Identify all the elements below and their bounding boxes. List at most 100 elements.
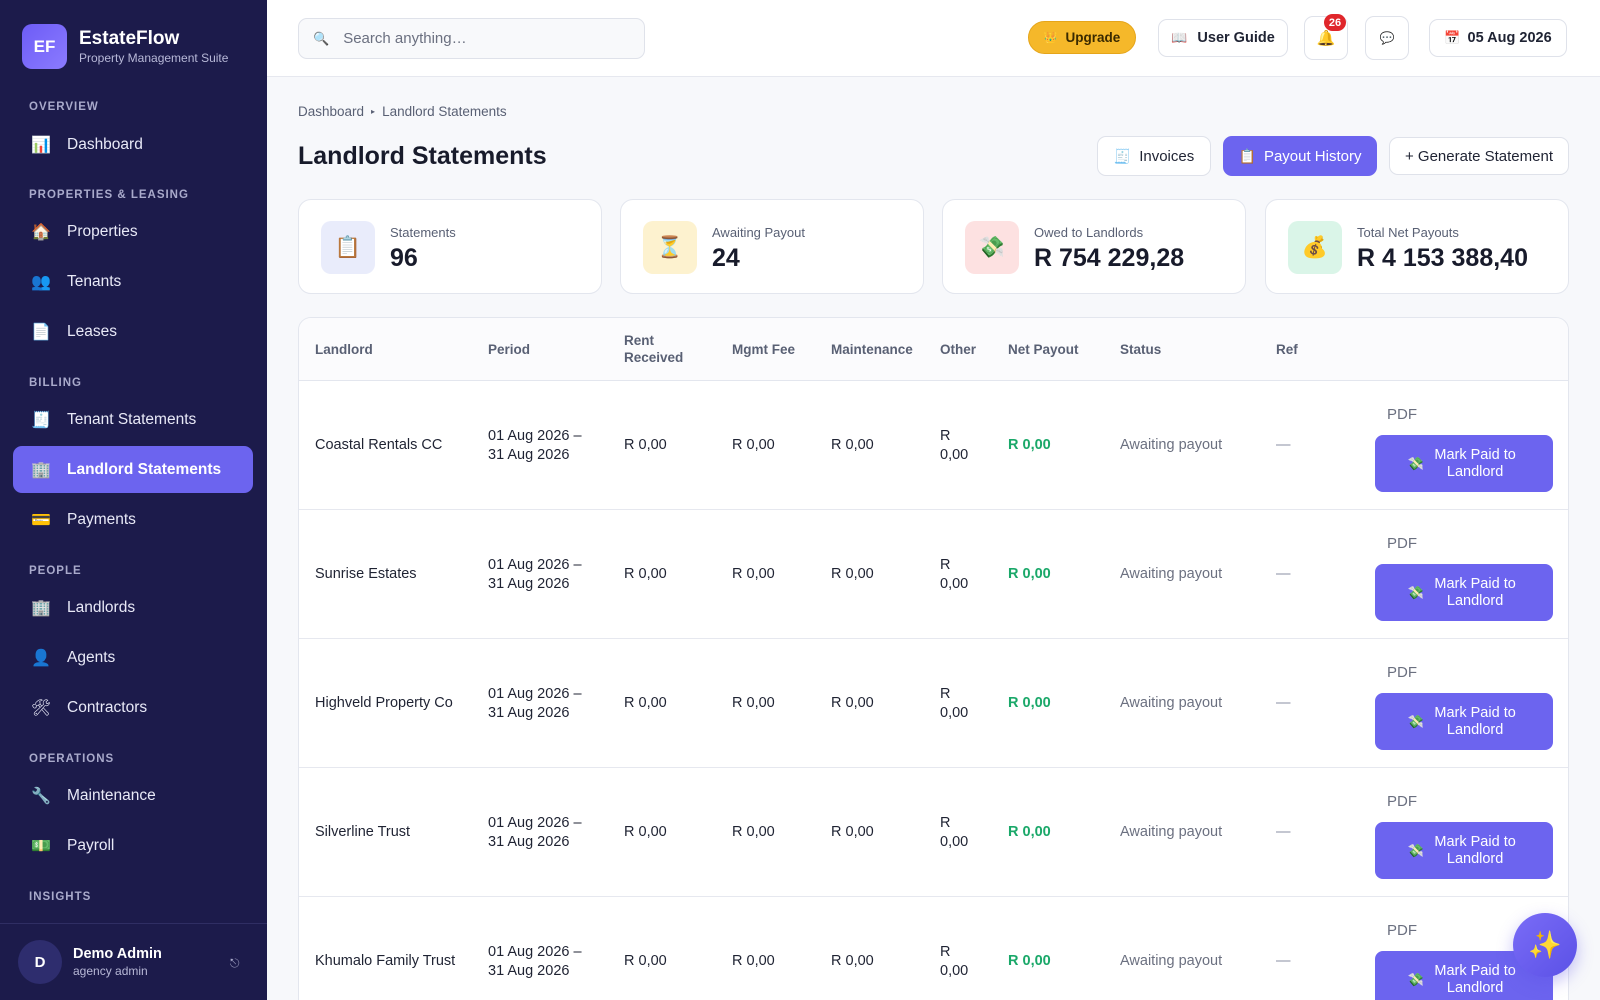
mark-paid-button[interactable]: 💸 Mark Paid to Landlord bbox=[1375, 693, 1553, 750]
sidebar: EF EstateFlow Property Management Suite … bbox=[0, 0, 267, 1000]
cell-other: R 0,00 bbox=[940, 685, 968, 723]
column-header-landlord[interactable]: Landlord bbox=[315, 342, 373, 357]
cell-landlord: Sunrise Estates bbox=[315, 566, 417, 582]
cell-mgmt-fee: R 0,00 bbox=[732, 953, 775, 969]
generate-statement-button[interactable]: + Generate Statement bbox=[1389, 137, 1569, 175]
breadcrumb-home[interactable]: Dashboard bbox=[298, 104, 365, 119]
sidebar-item-label: Landlord Statements bbox=[67, 460, 222, 478]
money-wings-icon: 💸 bbox=[1407, 843, 1425, 858]
sidebar-item-payments[interactable]: 💳 Payments bbox=[13, 496, 253, 543]
stat-value: 96 bbox=[390, 244, 418, 272]
sidebar-item-agents[interactable]: 👤 Agents bbox=[13, 634, 253, 681]
column-header-other[interactable]: Other bbox=[940, 342, 977, 357]
cell-period: 01 Aug 2026 – 31 Aug 2026 bbox=[488, 556, 582, 594]
invoices-button[interactable]: 🧾 Invoices bbox=[1097, 136, 1211, 176]
cash-icon: 💵 bbox=[31, 837, 51, 855]
sidebar-item-leases[interactable]: 📄 Leases bbox=[13, 308, 253, 355]
sidebar-item-dashboard[interactable]: 📊 Dashboard bbox=[13, 121, 253, 168]
clipboard-icon: 📋 bbox=[321, 221, 375, 274]
mark-paid-button[interactable]: 💸 Mark Paid to Landlord bbox=[1375, 564, 1553, 621]
other-currency: R bbox=[940, 428, 951, 444]
payout-history-button[interactable]: 📋 Payout History bbox=[1223, 136, 1377, 176]
cell-period: 01 Aug 2026 – 31 Aug 2026 bbox=[488, 814, 582, 852]
sidebar-item-tenants[interactable]: 👥 Tenants bbox=[13, 258, 253, 305]
column-header-status[interactable]: Status bbox=[1120, 342, 1162, 357]
brand-name: EstateFlow bbox=[79, 27, 180, 49]
mark-paid-label: Mark Paid to Landlord bbox=[1434, 704, 1516, 738]
sidebar-item-properties[interactable]: 🏠 Properties bbox=[13, 208, 253, 255]
period-end: 31 Aug 2026 bbox=[488, 576, 570, 592]
sidebar-item-maintenance[interactable]: 🔧 Maintenance bbox=[13, 772, 253, 819]
period-end: 31 Aug 2026 bbox=[488, 705, 570, 721]
brand-subtitle: Property Management Suite bbox=[79, 50, 229, 65]
sidebar-item-tenant-statements[interactable]: 🧾 Tenant Statements bbox=[13, 396, 253, 443]
upgrade-button[interactable]: 👑 Upgrade bbox=[1028, 21, 1136, 54]
user-guide-label: User Guide bbox=[1197, 30, 1275, 46]
cell-rent-received: R 0,00 bbox=[624, 437, 667, 453]
column-header-ref[interactable]: Ref bbox=[1276, 342, 1298, 357]
cell-status: Awaiting payout bbox=[1120, 437, 1223, 453]
notifications-button[interactable]: 🔔 26 bbox=[1304, 14, 1348, 60]
cell-maintenance: R 0,00 bbox=[831, 566, 874, 582]
pdf-link[interactable]: PDF bbox=[1387, 406, 1417, 423]
stat-card-total-net-payouts: 💰 Total Net Payouts R 4 153 388,40 bbox=[1265, 199, 1569, 294]
mark-paid-label: Mark Paid to Landlord bbox=[1434, 575, 1516, 609]
other-currency: R bbox=[940, 557, 951, 573]
stat-card-statements: 📋 Statements 96 bbox=[298, 199, 602, 294]
sidebar-item-contractors[interactable]: 🛠 Contractors bbox=[13, 684, 253, 731]
logout-icon[interactable]: ⎋ bbox=[230, 956, 240, 970]
pdf-link[interactable]: PDF bbox=[1387, 535, 1417, 552]
cell-other: R 0,00 bbox=[940, 427, 968, 465]
user-guide-button[interactable]: 📖 User Guide bbox=[1158, 19, 1288, 57]
cell-mgmt-fee: R 0,00 bbox=[732, 437, 775, 453]
column-header-period[interactable]: Period bbox=[488, 342, 531, 357]
receipt-icon: 🧾 bbox=[31, 411, 51, 429]
column-header-mgmt-fee[interactable]: Mgmt Fee bbox=[732, 342, 796, 357]
stat-card-owed-to-landlords: 💸 Owed to Landlords R 754 229,28 bbox=[942, 199, 1246, 294]
pdf-link[interactable]: PDF bbox=[1387, 664, 1417, 681]
pdf-link[interactable]: PDF bbox=[1387, 793, 1417, 810]
sidebar-item-landlords[interactable]: 🏢 Landlords bbox=[13, 584, 253, 631]
period-start: 01 Aug 2026 – bbox=[488, 944, 582, 960]
search-input[interactable] bbox=[343, 30, 634, 47]
brand[interactable]: EF EstateFlow Property Management Suite bbox=[22, 24, 228, 69]
cell-net-payout: R 0,00 bbox=[1008, 953, 1051, 969]
period-start: 01 Aug 2026 – bbox=[488, 428, 582, 444]
table-row: Coastal Rentals CC 01 Aug 2026 – 31 Aug 2… bbox=[299, 381, 1568, 510]
column-header-maintenance[interactable]: Maintenance bbox=[831, 342, 913, 357]
messages-button[interactable]: 💬 bbox=[1365, 16, 1409, 60]
cell-maintenance: R 0,00 bbox=[831, 695, 874, 711]
mark-paid-button[interactable]: 💸 Mark Paid to Landlord bbox=[1375, 435, 1553, 492]
pdf-link[interactable]: PDF bbox=[1387, 922, 1417, 939]
page-title: Landlord Statements bbox=[298, 142, 547, 170]
mark-paid-button[interactable]: 💸 Mark Paid to Landlord bbox=[1375, 822, 1553, 879]
sidebar-item-label: Leases bbox=[67, 322, 117, 340]
stat-label: Total Net Payouts bbox=[1357, 225, 1459, 240]
person-icon: 👤 bbox=[31, 649, 51, 667]
cell-landlord: Silverline Trust bbox=[315, 824, 411, 840]
clipboard-icon: 📋 bbox=[1238, 147, 1256, 164]
period-end: 31 Aug 2026 bbox=[488, 834, 570, 850]
calendar-icon: 📅 bbox=[1444, 30, 1461, 45]
sidebar-item-landlord-statements[interactable]: 🏢 Landlord Statements bbox=[13, 446, 253, 493]
date-picker-button[interactable]: 📅 05 Aug 2026 bbox=[1429, 19, 1567, 57]
cell-maintenance: R 0,00 bbox=[831, 437, 874, 453]
sidebar-item-label: Properties bbox=[67, 222, 138, 240]
tools-icon: 🛠 bbox=[30, 699, 52, 717]
other-amount: 0,00 bbox=[940, 576, 969, 592]
nav-section-insights: INSIGHTS bbox=[29, 891, 92, 903]
column-header-rent-received[interactable]: Rent Received bbox=[624, 333, 684, 365]
other-currency: R bbox=[940, 686, 951, 702]
search-box[interactable]: 🔍 bbox=[298, 18, 645, 59]
period-start: 01 Aug 2026 – bbox=[488, 686, 582, 702]
avatar: D bbox=[18, 940, 62, 984]
column-header-net-payout[interactable]: Net Payout bbox=[1008, 342, 1079, 357]
search-icon: 🔍 bbox=[313, 30, 330, 46]
nav-section-overview: OVERVIEW bbox=[29, 101, 99, 113]
user-profile[interactable]: D Demo Admin agency admin ⎋ bbox=[0, 923, 267, 1000]
cell-maintenance: R 0,00 bbox=[831, 824, 874, 840]
ai-assistant-button[interactable]: ✨ bbox=[1513, 913, 1577, 977]
nav-section-people: PEOPLE bbox=[29, 565, 82, 577]
stat-label: Owed to Landlords bbox=[1034, 225, 1144, 240]
sidebar-item-payroll[interactable]: 💵 Payroll bbox=[13, 822, 253, 869]
